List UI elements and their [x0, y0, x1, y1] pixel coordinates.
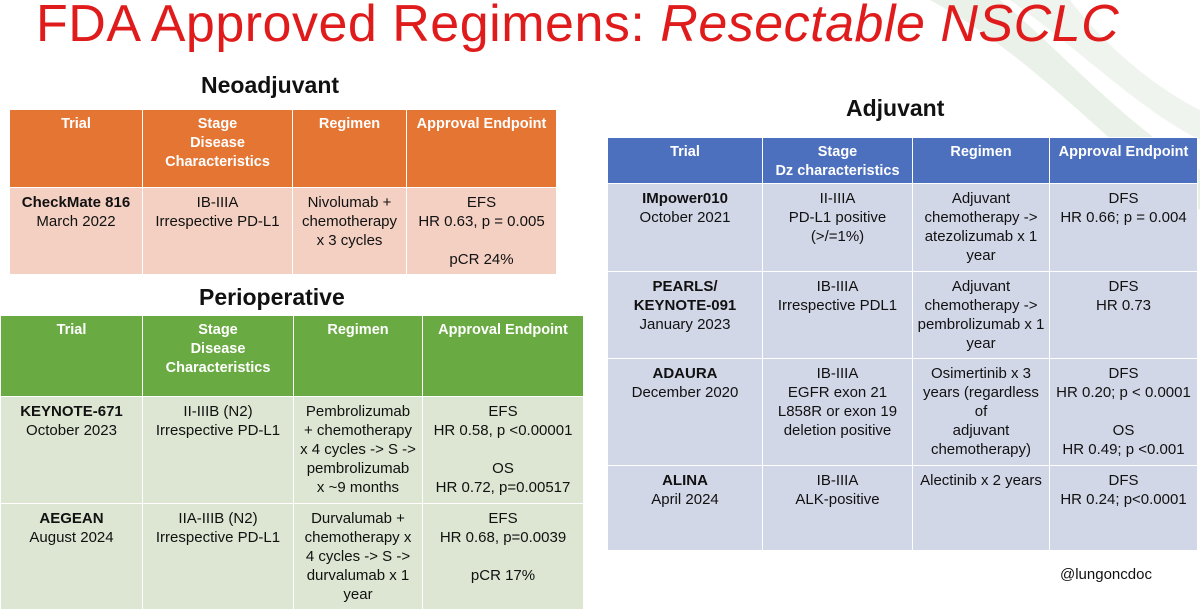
- author-handle: @lungoncdoc: [1060, 566, 1152, 583]
- neoadjuvant-table: Trial Stage Disease Characteristics Regime…: [9, 109, 557, 275]
- page-title: FDA Approved Regimens: Resectable NSCLC: [36, 0, 1120, 53]
- table-row: PEARLS/KEYNOTE-091 January 2023 IB-IIIA Ir…: [607, 271, 1198, 359]
- stage-cell: IB-IIIA EGFR exon 21 L858R or exon 19 delet…: [762, 358, 913, 466]
- neoadjuvant-heading: Neoadjuvant: [201, 72, 340, 98]
- col-header-regimen: Regimen: [292, 109, 407, 188]
- stage-cell: II-IIIA PD-L1 positive (>/=1%): [762, 183, 913, 272]
- table-header-row: Trial Stage Disease Characteristics Regime…: [9, 109, 557, 188]
- trial-cell: ALINA April 2024: [607, 465, 763, 551]
- col-header-trial: Trial: [607, 137, 763, 184]
- table-row: ALINA April 2024 IB-IIIA ALK-positive Alec…: [607, 465, 1198, 551]
- perioperative-heading: Perioperative: [199, 284, 345, 310]
- trial-cell: KEYNOTE-671 October 2023: [0, 396, 143, 504]
- col-header-stage: Stage Dz characteristics: [762, 137, 913, 184]
- endpoint-cell: DFS HR 0.24; p<0.0001: [1049, 465, 1198, 551]
- endpoint-cell: DFS HR 0.66; p = 0.004: [1049, 183, 1198, 272]
- col-header-regimen: Regimen: [912, 137, 1050, 184]
- col-header-endpoint: Approval Endpoint: [1049, 137, 1198, 184]
- col-header-endpoint: Approval Endpoint: [406, 109, 557, 188]
- endpoint-cell: EFS HR 0.68, p=0.0039 pCR 17%: [422, 503, 584, 610]
- stage-cell: II-IIIB (N2) Irrespective PD-L1: [142, 396, 294, 504]
- trial-cell: IMpower010 October 2021: [607, 183, 763, 272]
- trial-cell: PEARLS/KEYNOTE-091 January 2023: [607, 271, 763, 359]
- perioperative-table: Trial Stage Disease Characteristics Regime…: [0, 315, 584, 610]
- regimen-cell: Alectinib x 2 years: [912, 465, 1050, 551]
- trial-cell: ADAURA December 2020: [607, 358, 763, 466]
- table-row: CheckMate 816 March 2022 IB-IIIA Irrespect…: [9, 187, 557, 275]
- adjuvant-table: Trial Stage Dz characteristics Regimen Ap…: [607, 137, 1198, 551]
- regimen-cell: Osimertinib x 3 years (regardless of adjuv…: [912, 358, 1050, 466]
- trial-cell: AEGEAN August 2024: [0, 503, 143, 610]
- endpoint-cell: DFS HR 0.20; p < 0.0001 OS HR 0.49; p <0.00…: [1049, 358, 1198, 466]
- endpoint-cell: EFS HR 0.63, p = 0.005 pCR 24%: [406, 187, 557, 275]
- table-header-row: Trial Stage Disease Characteristics Regime…: [0, 315, 584, 397]
- col-header-stage: Stage Disease Characteristics: [142, 315, 294, 397]
- table-row: KEYNOTE-671 October 2023 II-IIIB (N2) Irre…: [0, 396, 584, 504]
- col-header-trial: Trial: [9, 109, 143, 188]
- regimen-cell: Nivolumab + chemotherapy x 3 cycles: [292, 187, 407, 275]
- regimen-cell: Pembrolizumab + chemotherapy x 4 cycles ->…: [293, 396, 423, 504]
- col-header-regimen: Regimen: [293, 315, 423, 397]
- col-header-stage: Stage Disease Characteristics: [142, 109, 293, 188]
- col-header-endpoint: Approval Endpoint: [422, 315, 584, 397]
- stage-cell: IB-IIIA Irrespective PDL1: [762, 271, 913, 359]
- trial-cell: CheckMate 816 March 2022: [9, 187, 143, 275]
- regimen-cell: Adjuvant chemotherapy -> pembrolizumab x 1…: [912, 271, 1050, 359]
- endpoint-cell: DFS HR 0.73: [1049, 271, 1198, 359]
- stage-cell: IIA-IIIB (N2) Irrespective PD-L1: [142, 503, 294, 610]
- adjuvant-heading: Adjuvant: [846, 95, 945, 121]
- table-row: ADAURA December 2020 IB-IIIA EGFR exon 21 L…: [607, 358, 1198, 466]
- stage-cell: IB-IIIA ALK-positive: [762, 465, 913, 551]
- stage-cell: IB-IIIA Irrespective PD-L1: [142, 187, 293, 275]
- table-row: AEGEAN August 2024 IIA-IIIB (N2) Irrespect…: [0, 503, 584, 610]
- table-row: IMpower010 October 2021 II-IIIA PD-L1 posi…: [607, 183, 1198, 272]
- col-header-trial: Trial: [0, 315, 143, 397]
- table-header-row: Trial Stage Dz characteristics Regimen Ap…: [607, 137, 1198, 184]
- endpoint-cell: EFS HR 0.58, p <0.00001 OS HR 0.72, p=0.005…: [422, 396, 584, 504]
